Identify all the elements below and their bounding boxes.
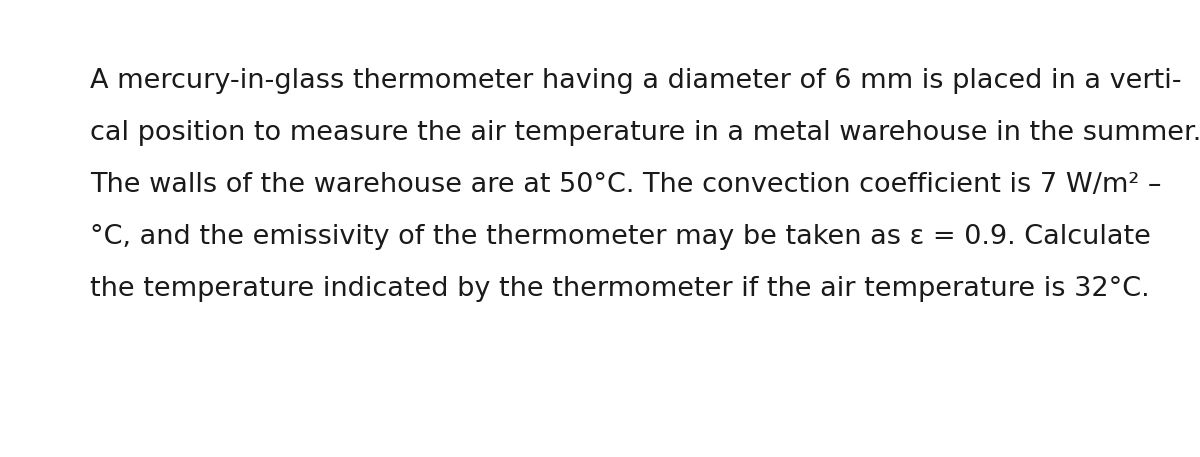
Text: The walls of the warehouse are at 50°C. The convection coefficient is 7 W/m² –: The walls of the warehouse are at 50°C. …: [90, 172, 1162, 198]
Text: the temperature indicated by the thermometer if the air temperature is 32°C.: the temperature indicated by the thermom…: [90, 276, 1150, 302]
Text: °C, and the emissivity of the thermometer may be taken as ε = 0.9. Calculate: °C, and the emissivity of the thermomete…: [90, 224, 1151, 250]
Text: A mercury-in-glass thermometer having a diameter of 6 mm is placed in a verti-: A mercury-in-glass thermometer having a …: [90, 68, 1182, 94]
Text: cal position to measure the air temperature in a metal warehouse in the summer.: cal position to measure the air temperat…: [90, 120, 1200, 146]
